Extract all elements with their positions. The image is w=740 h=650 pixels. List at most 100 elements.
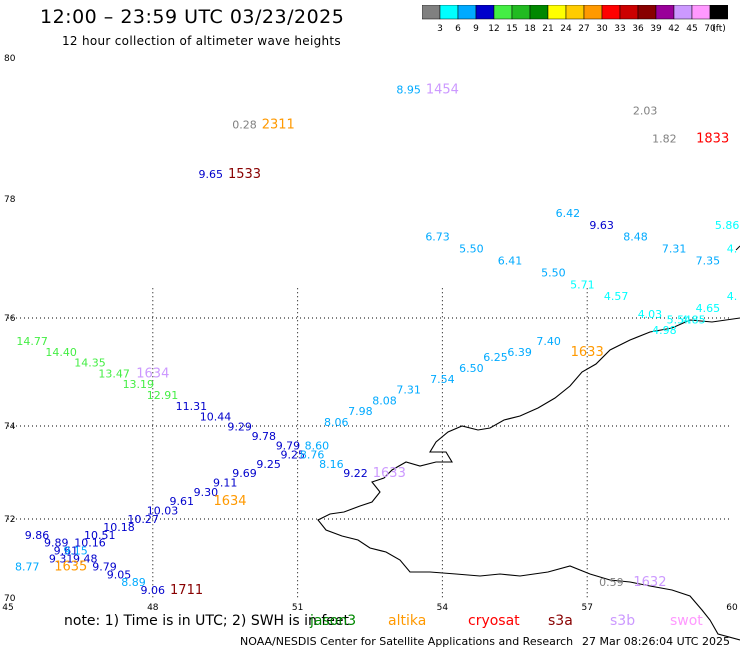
- pass-time-label: 1633: [571, 345, 604, 360]
- longitude-tick-label: 45: [2, 603, 13, 613]
- wave-height-value: 6.25: [483, 351, 508, 364]
- colorbar-label: 33: [614, 24, 625, 34]
- wave-height-value: 9.61: [54, 545, 79, 558]
- wave-height-value: 14.40: [45, 346, 77, 359]
- satellite-legend-s3a: s3a: [548, 613, 573, 629]
- wave-height-value: 8.89: [121, 576, 146, 589]
- wave-height-value: 4.98: [652, 324, 677, 337]
- latitude-tick-label: 74: [4, 422, 16, 432]
- wave-height-value: 2.03: [633, 104, 658, 117]
- latitude-tick-label: 72: [4, 515, 15, 525]
- colorbar-label: (ft): [712, 24, 726, 34]
- pass-time-label: 1633: [373, 466, 406, 481]
- footer-credit: NOAA/NESDIS Center for Satellite Applica…: [240, 635, 574, 648]
- wave-height-value: 4.: [727, 243, 738, 256]
- map-grid: [8, 288, 732, 598]
- wave-height-value: 8.76: [300, 449, 325, 462]
- longitude-tick-label: 51: [292, 603, 303, 613]
- wave-height-value: 4.85: [681, 313, 706, 326]
- satellite-legend-cryosat: cryosat: [468, 613, 520, 629]
- footer-timestamp: 27 Mar 08:26:04 UTC 2025: [582, 635, 730, 648]
- wave-height-value: 14.77: [16, 335, 48, 348]
- wave-height-value: 10.03: [147, 504, 179, 517]
- wave-height-value: 10.18: [103, 521, 135, 534]
- longitude-tick-label: 48: [147, 603, 159, 613]
- pass-time-label: 1634: [136, 366, 169, 381]
- wave-height-value: 7.31: [396, 384, 421, 397]
- pass-time-label: 1634: [213, 494, 246, 509]
- footer-note: note: 1) Time is in UTC; 2) SWH is in fe…: [64, 613, 350, 629]
- wave-height-value: 7.40: [536, 335, 561, 348]
- wave-height-value: 4.03: [638, 308, 663, 321]
- wave-height-value: 6.39: [507, 346, 532, 359]
- longitude-tick-label: 57: [581, 603, 592, 613]
- coastline-path: [735, 245, 740, 251]
- colorbar-label: 24: [560, 24, 572, 34]
- wave-height-value: 14.35: [74, 357, 106, 370]
- colorbar-label: 18: [524, 24, 536, 34]
- wave-height-value: 0.28: [232, 119, 257, 132]
- colorbar-label: 6: [455, 24, 461, 34]
- wave-height-value: 9.05: [107, 568, 132, 581]
- wave-height-value: 10.44: [200, 411, 232, 424]
- pass-time-label: 1833: [696, 132, 729, 147]
- page-subtitle: 12 hour collection of altimeter wave hei…: [62, 34, 341, 48]
- pass-time-label: 2311: [262, 118, 295, 133]
- wave-height-value: 9.63: [589, 219, 614, 232]
- wave-height-value: 8.95: [396, 83, 421, 96]
- wave-height-value: 9.11: [213, 476, 238, 489]
- wave-height-value: 7.31: [662, 243, 687, 256]
- colorbar-label: 27: [578, 24, 589, 34]
- longitude-tick-label: 54: [437, 603, 449, 613]
- pass-time-label: 1533: [228, 167, 261, 182]
- wave-height-value: 5.54: [667, 313, 692, 326]
- page-title: 12:00 – 23:59 UTC 03/23/2025: [40, 6, 345, 28]
- wave-height-value: 9.78: [252, 430, 277, 443]
- colorbar-label: 12: [488, 24, 499, 34]
- colorbar-label: 45: [686, 24, 697, 34]
- wave-height-value: 10.16: [74, 537, 106, 550]
- satellite-legend-altika: altika: [388, 613, 427, 629]
- wave-height-value: 6.42: [556, 207, 581, 220]
- wave-height-value: 12.91: [147, 389, 179, 402]
- colorbar-label: 42: [668, 24, 679, 34]
- pass-time-label: 1454: [426, 82, 459, 97]
- wave-height-value: 5.50: [541, 266, 566, 279]
- colorbar-label: 30: [596, 24, 608, 34]
- wave-height-value: 5.86: [715, 219, 740, 232]
- wave-height-value: 9.86: [25, 529, 50, 542]
- wave-height-value: 7.35: [696, 254, 721, 267]
- colorbar-label: 9: [473, 24, 479, 34]
- wave-height-value: 9.61: [170, 495, 195, 508]
- satellite-legend-swot: swot: [670, 613, 703, 629]
- wave-height-value: 10.27: [127, 513, 159, 526]
- wave-height-value: 9.79: [276, 439, 301, 452]
- wave-height-value: 8.48: [623, 231, 648, 244]
- wave-height-value: 9.29: [227, 421, 252, 434]
- wave-height-value: 5.50: [459, 243, 484, 256]
- wave-height-value: 7.98: [348, 405, 373, 418]
- colorbar-swatch: [709, 5, 728, 20]
- axis-tick-labels: 45 48 51 54 57 60 80 78 76 74 72 70: [2, 54, 738, 613]
- wave-height-value: 9.65: [198, 168, 223, 181]
- wave-height-value: 5.71: [570, 278, 595, 291]
- satellite-legend-s3b: s3b: [610, 613, 636, 629]
- wave-height-value: 6.73: [425, 231, 450, 244]
- wave-height-value: 8.16: [319, 458, 344, 471]
- latitude-tick-label: 76: [4, 314, 16, 324]
- colorbar-label: 15: [506, 24, 517, 34]
- wave-height-value: 8.77: [15, 560, 40, 573]
- wave-height-value: 9.48: [73, 552, 98, 565]
- wave-height-value: 11.31: [176, 400, 208, 413]
- wave-height-value: 9.30: [194, 486, 219, 499]
- wave-height-value: 9.79: [92, 560, 117, 573]
- wave-height-value: 9.25: [281, 449, 306, 462]
- satellite-legend-jason3: jason3: [310, 613, 357, 629]
- observation-labels: 8.95 1454 0.28 2311 2.03 1.82 1833 9.65 1533 6.42…: [15, 82, 739, 598]
- coastline: [317, 245, 740, 641]
- wave-height-colorbar: 3 6 9 12 15 18 21 24 27 30 33 36 39 42 45 70(ft): [422, 5, 728, 34]
- wave-height-value: 4.: [727, 290, 738, 303]
- colorbar-label: 3: [437, 24, 443, 34]
- wave-height-value: 13.19: [123, 378, 155, 391]
- wave-height-value: 4.65: [696, 302, 721, 315]
